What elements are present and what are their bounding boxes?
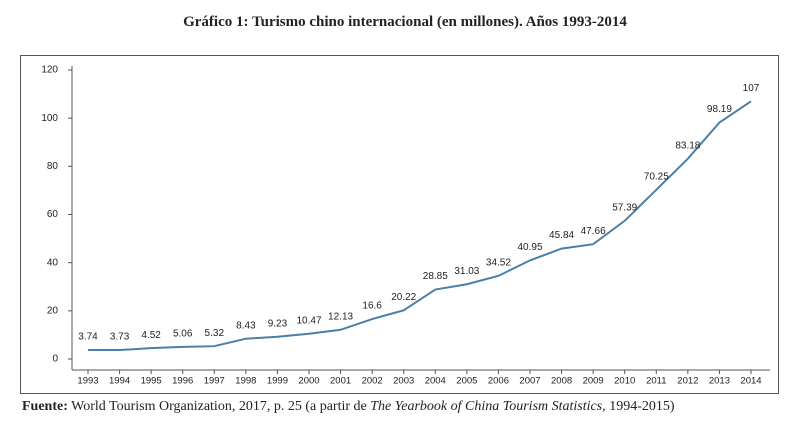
data-label: 12.13 xyxy=(328,311,353,322)
x-tick-label: 2013 xyxy=(709,376,730,387)
x-tick-label: 1995 xyxy=(141,376,162,387)
y-tick-label: 20 xyxy=(47,305,59,316)
data-label: 8.43 xyxy=(236,320,256,331)
source-italic: The Yearbook of China Tourism Statistics… xyxy=(370,399,606,414)
x-tick-label: 2009 xyxy=(583,376,604,387)
data-label: 4.52 xyxy=(141,330,161,341)
source-label: Fuente: xyxy=(22,399,68,414)
x-tick-label: 2003 xyxy=(393,376,414,387)
data-label: 45.84 xyxy=(549,230,574,241)
data-label: 16.6 xyxy=(362,301,382,312)
data-label: 31.03 xyxy=(454,266,479,277)
x-tick-label: 2004 xyxy=(425,376,446,387)
x-tick-label: 2001 xyxy=(330,376,351,387)
y-tick-label: 0 xyxy=(52,354,58,365)
data-label: 57.39 xyxy=(612,202,637,213)
x-tick-label: 1999 xyxy=(267,376,288,387)
y-tick-label: 120 xyxy=(41,65,58,76)
chart-frame xyxy=(20,55,779,394)
data-label: 107 xyxy=(743,83,760,94)
x-tick-label: 1993 xyxy=(77,376,98,387)
source-end: 1994-2015) xyxy=(605,399,675,414)
x-tick-label: 2010 xyxy=(614,376,635,387)
y-tick-label: 100 xyxy=(41,113,58,124)
data-label: 9.23 xyxy=(268,318,288,329)
y-tick-label: 80 xyxy=(47,161,59,172)
y-tick-label: 40 xyxy=(47,257,59,268)
x-tick-label: 2002 xyxy=(362,376,383,387)
data-label: 34.52 xyxy=(486,258,511,269)
x-tick-label: 2000 xyxy=(298,376,319,387)
data-label: 10.47 xyxy=(296,315,321,326)
x-tick-label: 1994 xyxy=(109,376,130,387)
x-tick-label: 2006 xyxy=(488,376,509,387)
data-label: 3.74 xyxy=(78,332,98,343)
data-label: 5.06 xyxy=(173,328,193,339)
x-tick-label: 2012 xyxy=(677,376,698,387)
data-label: 83.18 xyxy=(675,140,700,151)
x-tick-label: 2005 xyxy=(456,376,477,387)
data-label: 20.22 xyxy=(391,292,416,303)
data-label: 98.19 xyxy=(707,104,732,115)
chart-title: Gráfico 1: Turismo chino internacional (… xyxy=(183,14,627,30)
data-label: 70.25 xyxy=(644,171,669,182)
chart: 0 20 40 60 80 100 120 1993 1994 1995 1996 1997 1998 1… xyxy=(20,55,779,394)
data-label: 40.95 xyxy=(517,242,542,253)
data-label: 3.73 xyxy=(110,332,130,343)
x-tick-label: 1997 xyxy=(204,376,225,387)
x-tick-label: 2014 xyxy=(740,376,761,387)
source-text: World Tourism Organization, 2017, p. 25 … xyxy=(71,399,367,414)
x-tick-label: 1996 xyxy=(172,376,193,387)
source-note: Fuente: World Tourism Organization, 2017… xyxy=(22,398,792,415)
x-tick-label: 2007 xyxy=(519,376,540,387)
data-label: 5.32 xyxy=(205,328,225,339)
x-tick-label: 2011 xyxy=(646,376,666,387)
data-label: 28.85 xyxy=(423,271,448,282)
data-label: 47.66 xyxy=(581,226,606,237)
x-tick-label: 2008 xyxy=(551,376,572,387)
y-tick-label: 60 xyxy=(47,209,59,220)
x-tick-label: 1998 xyxy=(235,376,256,387)
data-line xyxy=(87,100,752,352)
